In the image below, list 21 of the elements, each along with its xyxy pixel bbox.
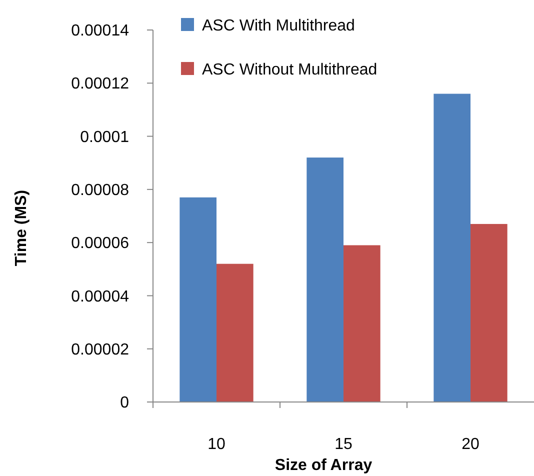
y-tick-label: 0.00012 [71,76,130,93]
bar [344,245,380,402]
legend-label: ASC With Multithread [202,18,355,35]
y-tick-label: 0.00002 [71,341,130,358]
x-tick-label: 20 [462,436,480,453]
bar [306,158,344,402]
bar [180,197,216,402]
x-tick-label: 15 [334,436,352,453]
bar [470,224,508,402]
y-tick-label: 0.00004 [71,288,130,306]
bar [434,94,470,402]
x-axis-title: Size of Array [274,457,372,474]
legend-label: ASC Without Multithread [202,62,378,79]
y-tick-label: 0 [120,394,130,412]
y-tick-label: 0.0001 [80,128,130,146]
y-tick-label: 0.00008 [71,182,130,200]
x-tick-label: 10 [208,436,226,453]
y-tick-label: 0.00006 [71,235,130,252]
y-tick-label: 0.00014 [71,22,130,40]
y-axis-title: Time (MS) [13,190,30,266]
bar [216,264,254,402]
